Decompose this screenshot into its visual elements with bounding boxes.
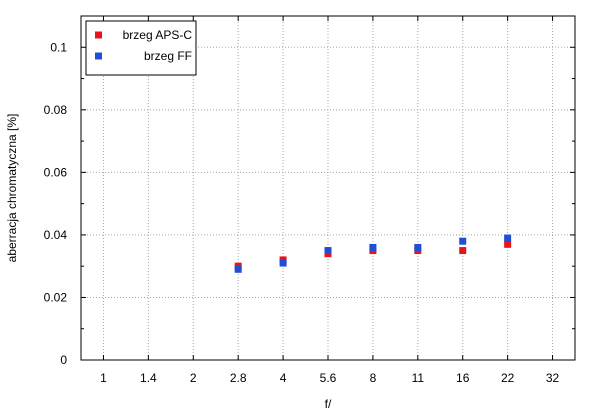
x-axis-label: f/ (325, 397, 332, 411)
x-tick-label: 16 (456, 371, 470, 385)
x-tick-label: 22 (501, 371, 515, 385)
y-tick-label: 0.08 (44, 103, 68, 117)
data-point-ff (504, 234, 512, 242)
data-point-ff (324, 247, 332, 255)
x-tick-label: 11 (412, 371, 425, 385)
x-tick-label: 2 (190, 371, 197, 385)
legend-box (85, 20, 197, 76)
x-tick-label: 5.6 (320, 371, 337, 385)
x-axis-tick-labels: 1 1.4 2 2.8 4 5.6 8 11 16 22 32 (100, 371, 559, 385)
y-tick-label: 0.02 (44, 290, 68, 304)
legend-label-ff: brzeg FF (144, 49, 192, 63)
x-tick-label: 4 (280, 371, 287, 385)
y-axis-label: aberracja chromatyczna [%] (5, 114, 19, 263)
x-tick-label: 2.8 (230, 371, 247, 385)
data-points (234, 234, 512, 273)
data-point-ff (459, 237, 467, 245)
legend: brzeg APS-C brzeg FF (85, 20, 197, 76)
y-axis-tick-labels: 0 0.02 0.04 0.06 0.08 0.1 (44, 40, 68, 367)
x-tick-label: 32 (546, 371, 560, 385)
legend-marker-aps-c (95, 31, 102, 39)
y-tick-label: 0 (60, 353, 67, 367)
x-tick-label: 8 (370, 371, 377, 385)
legend-label-aps-c: brzeg APS-C (123, 28, 193, 42)
axis-ticks (81, 16, 575, 361)
data-point-aps-c (459, 247, 467, 255)
x-tick-label: 1 (100, 371, 107, 385)
y-tick-label: 0.06 (44, 165, 68, 179)
data-point-ff (414, 243, 422, 251)
data-point-aps-c (504, 240, 512, 248)
legend-marker-ff (95, 52, 102, 60)
y-tick-label: 0.1 (50, 40, 67, 54)
data-point-ff (279, 259, 287, 267)
y-tick-label: 0.04 (44, 228, 68, 242)
data-point-ff (234, 265, 242, 273)
data-point-ff (369, 243, 377, 251)
x-tick-label: 1.4 (140, 371, 157, 385)
